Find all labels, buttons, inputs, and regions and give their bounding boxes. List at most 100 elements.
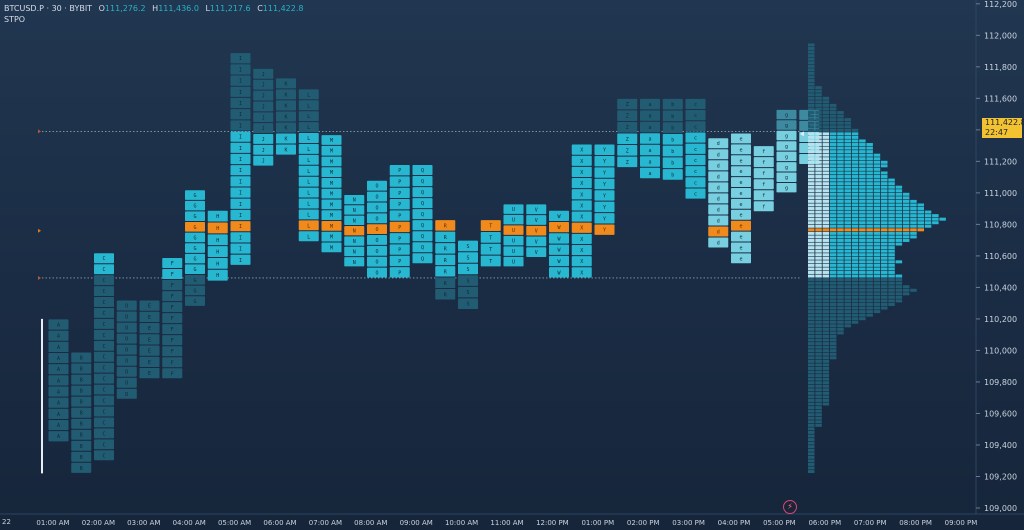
tpo-letter: N [353, 208, 356, 214]
tpo-cell [640, 156, 660, 167]
tpo-cell [185, 190, 205, 200]
tpo-letter: C [102, 442, 105, 448]
tpo-cell [731, 155, 751, 166]
composite-tpo-cell [822, 342, 830, 346]
tpo-cell [298, 198, 319, 209]
composite-tpo-cell [808, 267, 815, 271]
composite-tpo-cell [859, 299, 866, 303]
tpo-cell [94, 340, 114, 351]
composite-tpo-cell [873, 203, 881, 207]
tpo-letter: e [739, 245, 742, 251]
composite-tpo-cell [851, 271, 859, 274]
indicator-label[interactable]: STPO [4, 15, 26, 24]
tpo-cell [48, 352, 69, 364]
composite-tpo-cell [844, 196, 851, 200]
composite-tpo-cell [837, 143, 844, 146]
tpo-cell [549, 222, 569, 233]
tpo-letter: R [444, 269, 448, 275]
tpo-letter: d [717, 174, 720, 180]
composite-tpo-cell [808, 89, 815, 93]
composite-tpo-cell [815, 235, 822, 239]
tpo-letter: I [239, 67, 242, 73]
tpo-cell [367, 224, 387, 235]
composite-tpo-cell [815, 256, 822, 260]
tpo-letter: K [284, 148, 287, 154]
composite-tpo-cell [829, 292, 837, 296]
composite-tpo-cell [808, 413, 815, 417]
composite-tpo-cell [851, 167, 859, 171]
composite-tpo-cell [895, 210, 903, 214]
tpo-cell [321, 156, 342, 167]
time-label: 04:00 PM [718, 519, 751, 527]
composite-tpo-cell [808, 331, 815, 335]
composite-tpo-cell [815, 249, 822, 253]
composite-tpo-cell [808, 143, 815, 146]
tpo-letter: V [535, 218, 538, 224]
composite-tpo-cell [822, 338, 830, 342]
composite-tpo-cell [815, 409, 822, 413]
composite-tpo-cell [822, 299, 830, 303]
tpo-letter: K [284, 81, 287, 87]
tpo-letter: M [330, 181, 333, 187]
lightning-icon[interactable]: ⚡ [783, 500, 797, 514]
tpo-cell [480, 255, 501, 267]
composite-tpo-cell [822, 235, 830, 239]
composite-tpo-cell [902, 285, 910, 289]
tpo-cell [571, 244, 592, 256]
composite-tpo-cell [866, 288, 873, 292]
composite-tpo-cell [808, 356, 815, 360]
tpo-letter: G [193, 204, 196, 210]
composite-tpo-cell [924, 210, 932, 214]
composite-tpo-cell [844, 281, 851, 285]
tpo-cell [94, 417, 114, 428]
composite-tpo-cell [844, 253, 851, 257]
composite-tpo-cell [822, 160, 830, 164]
composite-tpo-cell [844, 178, 851, 182]
price-tick-label: 110,000 [984, 346, 1017, 355]
composite-tpo-cell [837, 299, 844, 303]
tpo-cell [48, 431, 69, 442]
composite-tpo-cell [844, 310, 851, 314]
tpo-cell [753, 179, 774, 190]
time-label: 08:00 AM [354, 519, 387, 527]
composite-tpo-cell [859, 189, 866, 193]
tpo-letter: g [785, 113, 788, 119]
composite-tpo-cell [881, 242, 888, 246]
composite-tpo-cell [822, 246, 830, 250]
tpo-cell [162, 313, 183, 324]
tpo-letter: I [239, 135, 242, 141]
composite-tpo-cell [888, 217, 895, 221]
composite-tpo-cell [829, 146, 837, 150]
composite-tpo-cell [822, 381, 830, 385]
composite-tpo-cell [866, 182, 873, 186]
composite-tpo-cell [829, 334, 837, 338]
composite-tpo-cell [902, 221, 910, 225]
tpo-cell [321, 242, 342, 253]
tpo-letter: c [694, 158, 697, 164]
tpo-letter: V [535, 250, 538, 256]
value-area-marker [38, 129, 41, 134]
composite-tpo-cell [859, 199, 866, 203]
tpo-letter: Y [603, 193, 606, 199]
tpo-letter: X [580, 215, 583, 221]
tpo-cell [731, 166, 751, 177]
tpo-cell [594, 213, 615, 224]
tpo-letter: a [648, 137, 651, 143]
composite-tpo-cell [837, 207, 844, 210]
composite-tpo-cell [815, 217, 822, 221]
tpo-letter: f [762, 204, 765, 210]
composite-tpo-cell [844, 306, 851, 310]
composite-tpo-cell [917, 203, 924, 207]
composite-tpo-cell [808, 135, 815, 139]
tpo-letter: I [239, 56, 242, 62]
composite-tpo-cell [851, 274, 859, 278]
tpo-cell [367, 180, 387, 191]
composite-tpo-cell [815, 363, 822, 367]
composite-tpo-cell [829, 175, 837, 178]
tpo-cell [116, 333, 137, 344]
tpo-letter: O [375, 227, 378, 233]
composite-tpo-cell [881, 171, 888, 175]
tpo-letter: A [57, 367, 60, 373]
composite-tpo-cell [881, 292, 888, 296]
